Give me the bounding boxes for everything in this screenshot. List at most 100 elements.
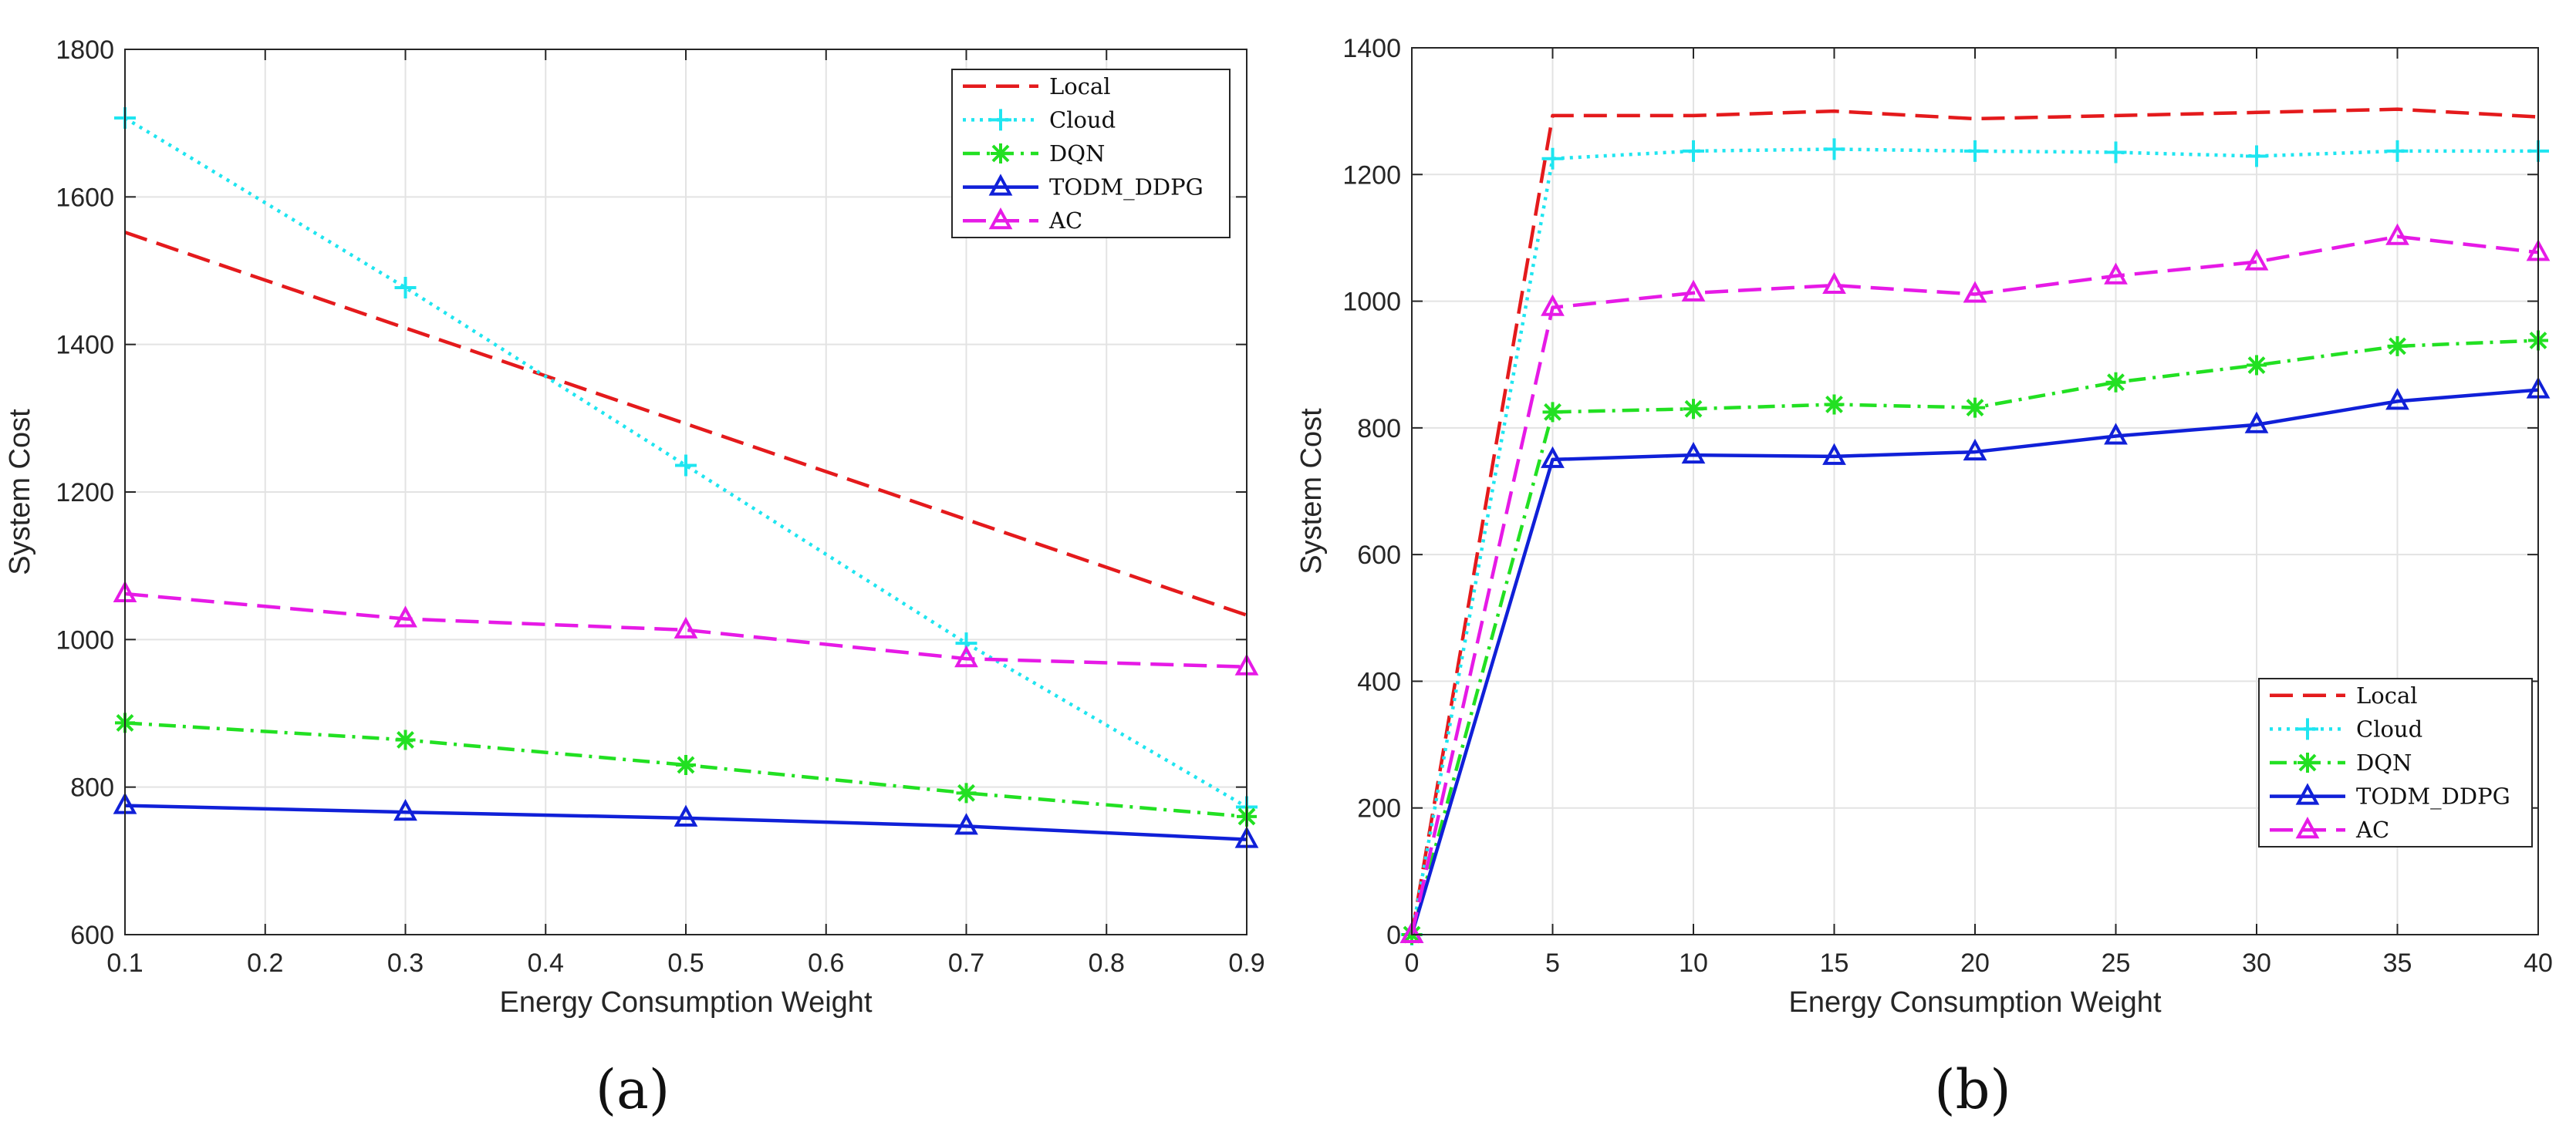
x-tick-label: 0.6 xyxy=(808,949,844,978)
y-tick-label: 800 xyxy=(1357,414,1401,443)
x-tick-label: 25 xyxy=(2102,949,2131,978)
data-point-ac xyxy=(1541,294,1565,316)
data-point-todm-ddpg xyxy=(674,804,698,827)
data-point-ac xyxy=(2244,248,2269,271)
data-point-todm-ddpg xyxy=(2104,423,2128,445)
data-point-cloud xyxy=(2386,140,2409,162)
data-point-ac xyxy=(954,645,978,668)
x-tick-label: 10 xyxy=(1679,949,1708,978)
series-line-ac xyxy=(1410,234,2539,935)
series-line-cloud xyxy=(1410,147,2538,935)
series-line-todm-ddpg xyxy=(124,804,1247,841)
legend-marker-ac xyxy=(2295,817,2320,839)
legend-marker-ac xyxy=(988,207,1013,230)
data-point-ac xyxy=(393,605,417,628)
data-point-ac xyxy=(1963,281,1987,303)
y-tick-label: 0 xyxy=(1386,921,1401,950)
y-tick-label: 1800 xyxy=(56,35,114,65)
data-point-dqn xyxy=(1542,402,1563,423)
data-point-cloud xyxy=(1964,140,1986,162)
series-line-todm-ddpg xyxy=(1410,388,2539,935)
x-tick-label: 0 xyxy=(1405,949,1420,978)
data-point-cloud xyxy=(2105,141,2127,163)
x-tick-label: 0.5 xyxy=(667,949,704,978)
data-point-ac xyxy=(2385,223,2409,245)
legend-label-ac: AC xyxy=(1048,207,1082,234)
x-tick-label: 0.9 xyxy=(1228,949,1264,978)
data-point-cloud xyxy=(394,277,417,299)
data-point-todm-ddpg xyxy=(1541,446,1565,468)
x-tick-label: 0.4 xyxy=(528,949,564,978)
data-point-dqn xyxy=(1824,394,1845,415)
y-tick-label: 1600 xyxy=(56,183,114,212)
data-point-cloud xyxy=(675,454,697,477)
legend-label-local: Local xyxy=(1049,73,1111,99)
data-point-dqn xyxy=(676,754,696,775)
legend-marker-todm-ddpg xyxy=(988,174,1013,196)
legend-marker-dqn xyxy=(991,143,1011,163)
x-tick-label: 0.1 xyxy=(106,949,143,978)
x-tick-label: 35 xyxy=(2383,949,2412,978)
x-axis-label: Energy Consumption Weight xyxy=(1789,986,2162,1019)
y-tick-label: 1400 xyxy=(1342,34,1401,63)
x-tick-label: 5 xyxy=(1545,949,1560,978)
data-point-cloud xyxy=(1823,138,1845,160)
data-point-ac xyxy=(2104,262,2128,285)
y-tick-label: 800 xyxy=(70,773,114,803)
data-point-ac xyxy=(1681,279,1706,302)
data-point-dqn xyxy=(956,783,977,804)
data-point-ac xyxy=(1822,271,1846,295)
x-tick-label: 20 xyxy=(1960,949,1990,978)
legend-label-todm-ddpg: TODM_DDPG xyxy=(2356,783,2510,810)
legend-label-cloud: Cloud xyxy=(1049,106,1116,133)
data-point-todm-ddpg xyxy=(393,799,417,821)
series-group xyxy=(1399,107,2551,945)
legend-marker-todm-ddpg xyxy=(2295,783,2320,805)
data-point-todm-ddpg xyxy=(1681,442,1706,464)
legend-marker-dqn xyxy=(2297,753,2318,773)
legend: Local Cloud DQN TODM_DDPG AC xyxy=(2258,678,2533,848)
legend: Local Cloud DQN TODM_DDPG AC xyxy=(951,69,1231,238)
data-point-todm-ddpg xyxy=(2385,388,2409,410)
y-axis-label: System Cost xyxy=(4,409,36,575)
data-point-dqn xyxy=(1965,397,1985,418)
data-point-todm-ddpg xyxy=(1822,443,1846,465)
data-point-ac xyxy=(674,616,698,639)
y-tick-label: 1400 xyxy=(56,331,114,360)
y-tick-label: 1200 xyxy=(1342,160,1401,190)
legend-label-local: Local xyxy=(2356,682,2418,709)
series-line-ac xyxy=(124,591,1247,669)
panel-label: (b) xyxy=(1934,1058,2010,1121)
data-point-dqn xyxy=(1683,399,1703,420)
data-point-cloud xyxy=(1541,147,1564,170)
legend-label-cloud: Cloud xyxy=(2356,716,2422,742)
data-point-todm-ddpg xyxy=(954,813,978,835)
x-tick-label: 0.3 xyxy=(387,949,424,978)
x-tick-label: 30 xyxy=(2242,949,2271,978)
x-tick-label: 15 xyxy=(1820,949,1849,978)
x-tick-label: 0.2 xyxy=(247,949,283,978)
data-point-dqn xyxy=(2247,355,2267,376)
y-tick-label: 1200 xyxy=(56,478,114,507)
x-axis-label: Energy Consumption Weight xyxy=(500,986,873,1019)
y-tick-label: 600 xyxy=(1357,541,1401,570)
y-tick-label: 1000 xyxy=(56,625,114,655)
y-tick-label: 600 xyxy=(70,921,114,950)
legend-label-dqn: DQN xyxy=(1049,140,1105,167)
y-tick-label: 200 xyxy=(1357,794,1401,824)
data-point-dqn xyxy=(2105,372,2126,393)
y-tick-label: 1000 xyxy=(1342,288,1401,317)
data-point-ac xyxy=(1399,921,1424,943)
x-tick-label: 0.8 xyxy=(1089,949,1125,978)
data-point-todm-ddpg xyxy=(1963,438,1987,461)
series-line-local xyxy=(1410,107,2539,935)
data-point-dqn xyxy=(2387,335,2408,356)
x-tick-label: 40 xyxy=(2524,949,2553,978)
x-tick-label: 0.7 xyxy=(948,949,984,978)
data-point-dqn xyxy=(395,730,416,750)
legend-marker-cloud xyxy=(2297,718,2318,740)
legend-label-dqn: DQN xyxy=(2356,750,2412,776)
legend-label-todm-ddpg: TODM_DDPG xyxy=(1049,174,1204,201)
data-point-cloud xyxy=(1683,140,1704,162)
panel-label: (a) xyxy=(596,1058,670,1121)
